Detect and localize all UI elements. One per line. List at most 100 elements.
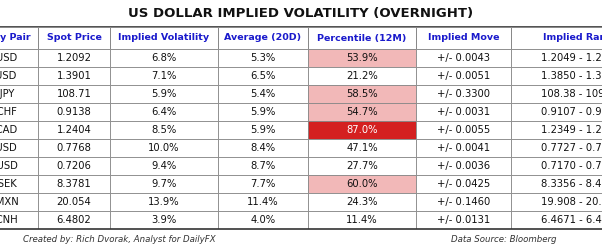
Bar: [38, 121, 110, 139]
Text: 0.7206: 0.7206: [57, 161, 92, 171]
Text: Percentile (12M): Percentile (12M): [317, 34, 407, 42]
Text: +/- 0.0041: +/- 0.0041: [437, 143, 490, 153]
Text: 6.4802: 6.4802: [57, 215, 92, 225]
Text: +/- 0.0036: +/- 0.0036: [437, 161, 490, 171]
Text: 8.4%: 8.4%: [250, 143, 276, 153]
Text: GBP/USD: GBP/USD: [0, 71, 17, 81]
Bar: [511, 211, 602, 229]
Text: Implied Volatility: Implied Volatility: [119, 34, 209, 42]
Bar: [38, 175, 110, 193]
Bar: [218, 175, 308, 193]
Bar: [511, 175, 602, 193]
Bar: [511, 103, 602, 121]
Text: 87.0%: 87.0%: [346, 125, 377, 135]
Text: 60.0%: 60.0%: [346, 179, 377, 189]
Text: 108.38 - 109.04: 108.38 - 109.04: [541, 89, 602, 99]
Bar: [110, 139, 218, 157]
Bar: [0, 193, 38, 211]
Bar: [38, 193, 110, 211]
Bar: [0, 67, 38, 85]
Text: 9.7%: 9.7%: [151, 179, 177, 189]
Text: +/- 0.0031: +/- 0.0031: [437, 107, 490, 117]
Text: 5.9%: 5.9%: [151, 89, 177, 99]
Text: 0.7170 - 0.7242: 0.7170 - 0.7242: [541, 161, 602, 171]
Bar: [416, 85, 511, 103]
Bar: [308, 67, 416, 85]
Bar: [308, 85, 416, 103]
Text: 108.71: 108.71: [57, 89, 92, 99]
Bar: [110, 175, 218, 193]
Text: 6.5%: 6.5%: [250, 71, 276, 81]
Text: 21.2%: 21.2%: [346, 71, 378, 81]
Text: USD/MXN: USD/MXN: [0, 197, 19, 207]
Bar: [218, 103, 308, 121]
Bar: [218, 85, 308, 103]
Text: 9.4%: 9.4%: [151, 161, 176, 171]
Bar: [110, 193, 218, 211]
Text: 58.5%: 58.5%: [346, 89, 378, 99]
Text: EUR/USD: EUR/USD: [0, 53, 17, 63]
Text: 4.0%: 4.0%: [250, 215, 276, 225]
Bar: [0, 0, 602, 27]
Text: 1.2349 - 1.2459: 1.2349 - 1.2459: [541, 125, 602, 135]
Text: 1.3850 - 1.3952: 1.3850 - 1.3952: [541, 71, 602, 81]
Bar: [218, 139, 308, 157]
Text: 5.3%: 5.3%: [250, 53, 276, 63]
Text: 11.4%: 11.4%: [346, 215, 378, 225]
Text: 8.7%: 8.7%: [250, 161, 276, 171]
Text: 8.5%: 8.5%: [151, 125, 176, 135]
Text: 54.7%: 54.7%: [346, 107, 378, 117]
Bar: [416, 157, 511, 175]
Text: +/- 0.3300: +/- 0.3300: [437, 89, 490, 99]
Bar: [38, 157, 110, 175]
Bar: [511, 85, 602, 103]
Text: 0.9107 - 0.9169: 0.9107 - 0.9169: [541, 107, 602, 117]
Bar: [416, 121, 511, 139]
Text: 6.4671 - 6.4933: 6.4671 - 6.4933: [541, 215, 602, 225]
Bar: [308, 175, 416, 193]
Text: +/- 0.0043: +/- 0.0043: [437, 53, 490, 63]
Text: 5.9%: 5.9%: [250, 107, 276, 117]
Text: 8.3781: 8.3781: [57, 179, 92, 189]
Bar: [308, 121, 416, 139]
Bar: [416, 139, 511, 157]
Text: 27.7%: 27.7%: [346, 161, 378, 171]
Text: Currency Pair: Currency Pair: [0, 34, 31, 42]
Text: 7.1%: 7.1%: [151, 71, 177, 81]
Text: 7.7%: 7.7%: [250, 179, 276, 189]
Bar: [0, 157, 38, 175]
Text: Data Source: Bloomberg: Data Source: Bloomberg: [452, 236, 557, 244]
Text: 3.9%: 3.9%: [151, 215, 176, 225]
Bar: [308, 193, 416, 211]
Bar: [218, 211, 308, 229]
Bar: [511, 67, 602, 85]
Text: 1.3901: 1.3901: [57, 71, 92, 81]
Bar: [218, 27, 308, 49]
Bar: [0, 103, 38, 121]
Text: 0.9138: 0.9138: [57, 107, 92, 117]
Bar: [416, 193, 511, 211]
Bar: [38, 85, 110, 103]
Bar: [416, 175, 511, 193]
Text: NZD/USD: NZD/USD: [0, 161, 18, 171]
Bar: [218, 121, 308, 139]
Bar: [416, 103, 511, 121]
Text: 5.9%: 5.9%: [250, 125, 276, 135]
Text: USD/CAD: USD/CAD: [0, 125, 17, 135]
Bar: [110, 27, 218, 49]
Text: Average (20D): Average (20D): [225, 34, 302, 42]
Bar: [0, 211, 38, 229]
Bar: [110, 121, 218, 139]
Text: +/- 0.0051: +/- 0.0051: [437, 71, 490, 81]
Text: 19.908 - 20.200: 19.908 - 20.200: [541, 197, 602, 207]
Text: 6.8%: 6.8%: [151, 53, 176, 63]
Bar: [308, 139, 416, 157]
Text: 1.2092: 1.2092: [57, 53, 92, 63]
Text: Spot Price: Spot Price: [46, 34, 102, 42]
Bar: [218, 193, 308, 211]
Text: 6.4%: 6.4%: [151, 107, 176, 117]
Text: Implied Move: Implied Move: [428, 34, 499, 42]
Text: 5.4%: 5.4%: [250, 89, 276, 99]
Text: 0.7768: 0.7768: [57, 143, 92, 153]
Bar: [218, 49, 308, 67]
